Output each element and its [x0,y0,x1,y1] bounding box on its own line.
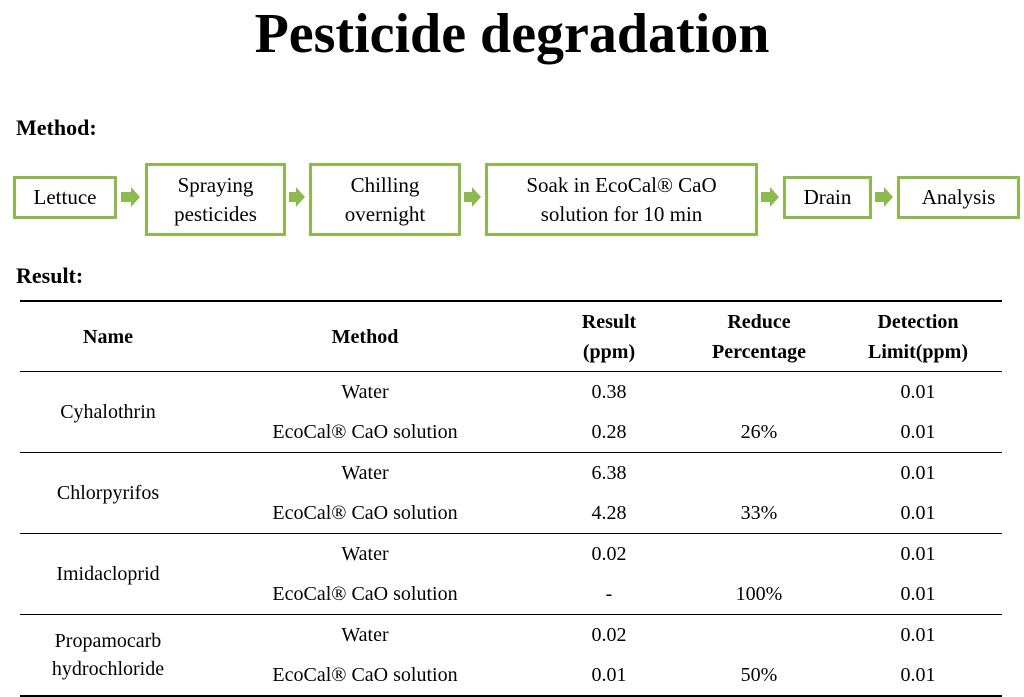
flow-step: Drain [783,176,872,219]
cell-reduce [684,372,834,413]
cell-method: Water [341,461,389,484]
cell-result: 0.02 [591,623,627,646]
header-text: Detection [877,310,959,333]
cell-method: Water [341,623,389,646]
cell-result: 6.38 [591,461,627,484]
cell-method: EcoCal® CaO solution [196,412,534,453]
result-label: Result: [16,263,84,288]
method-label: Method: [16,115,97,140]
cell-result: - [534,574,684,615]
column-header: Name [20,300,196,372]
header-text: Result [581,310,637,333]
header-text: Reduce [727,310,791,333]
header-row: Name Method Result (ppm) Reduce Percentage Det… [20,300,1002,372]
cell-reduce [684,615,834,656]
cell-result: 0.01 [534,655,684,697]
cell-limit: 0.01 [834,655,1002,697]
pesticide-name: Imidacloprid [20,533,196,615]
step-text: overnight [344,201,426,226]
pesticide-name: Chlorpyrifos [20,452,196,534]
cell-result: 0.28 [534,412,684,453]
title: Pesticide degradation [254,3,770,65]
arrows [121,187,893,207]
cell-reduce [684,534,834,575]
cell-result: 0.02 [591,542,627,565]
pesticide-name: Cyhalothrin [20,371,196,453]
cell-result: 4.28 [534,493,684,534]
table-row: EcoCal® CaO solution 0.01 50% 0.01 [20,655,1002,697]
cell-limit: 0.01 [834,493,1002,534]
cell-reduce: 33% [684,493,834,534]
cell-method: EcoCal® CaO solution [196,655,534,697]
header-text: Limit(ppm) [868,340,968,363]
table-row: EcoCal® CaO solution 0.28 26% 0.01 [20,412,1002,453]
flow-step: Chilling overnight [309,163,461,236]
table-row: EcoCal® CaO solution 4.28 33% 0.01 [20,493,1002,534]
cell-method: EcoCal® CaO solution [196,574,534,615]
cell-reduce [684,453,834,494]
header-text: Percentage [711,340,807,363]
step-text: Soak in EcoCal® CaO [526,172,717,197]
header-text: Name [83,325,133,348]
header-text: Method [331,325,399,348]
cell-reduce: 50% [684,655,834,697]
table-row: Imidacloprid Water 0.02 0.01 [20,533,1002,615]
column-header: Detection Limit(ppm) [834,300,1002,372]
cell-method: EcoCal® CaO solution [196,493,534,534]
cell-method: Water [341,542,389,565]
table-row: Chlorpyrifos Water 6.38 0.01 [20,452,1002,534]
flow-step: Soak in EcoCal® CaO solution for 10 min [485,163,758,236]
result-table: Name Method Result (ppm) Reduce Percentage Det… [20,300,1002,697]
flow-step: Spraying pesticides [145,163,286,236]
table-row: EcoCal® CaO solution -100% 0.01 [20,574,1002,615]
cell-limit: 0.01 [834,574,1002,615]
step-text: Drain [803,185,852,209]
cell-limit: 0.01 [900,380,936,403]
column-header: Method [196,300,534,372]
step-text: Chilling [350,172,420,197]
cell-limit: 0.01 [900,461,936,484]
pesticide-name: Propamocarb hydrochloride [20,614,196,697]
step-text: solution for 10 min [540,201,703,226]
cell-reduce: 26% [684,412,834,453]
step-text: Analysis [921,185,996,209]
step-text: pesticides [174,201,257,226]
header-text: (ppm) [582,340,636,363]
cell-limit: 0.01 [834,412,1002,453]
cell-reduce: 100% [684,574,834,615]
cell-limit: 0.01 [900,542,936,565]
cell-limit: 0.01 [900,623,936,646]
flow-step: Analysis [897,176,1020,219]
column-header: Reduce Percentage [684,300,834,372]
table-row: Cyhalothrin Water 0.38 0.01 [20,371,1002,453]
flow-step: Lettuce [13,176,117,219]
cell-method: Water [341,380,389,403]
column-header: Result (ppm) [534,300,684,372]
step-text: Spraying [177,172,254,197]
cell-result: 0.38 [591,380,627,403]
table-row: Propamocarb hydrochloride Water 0.02 0.01 [20,614,1002,697]
step-text: Lettuce [33,185,97,209]
